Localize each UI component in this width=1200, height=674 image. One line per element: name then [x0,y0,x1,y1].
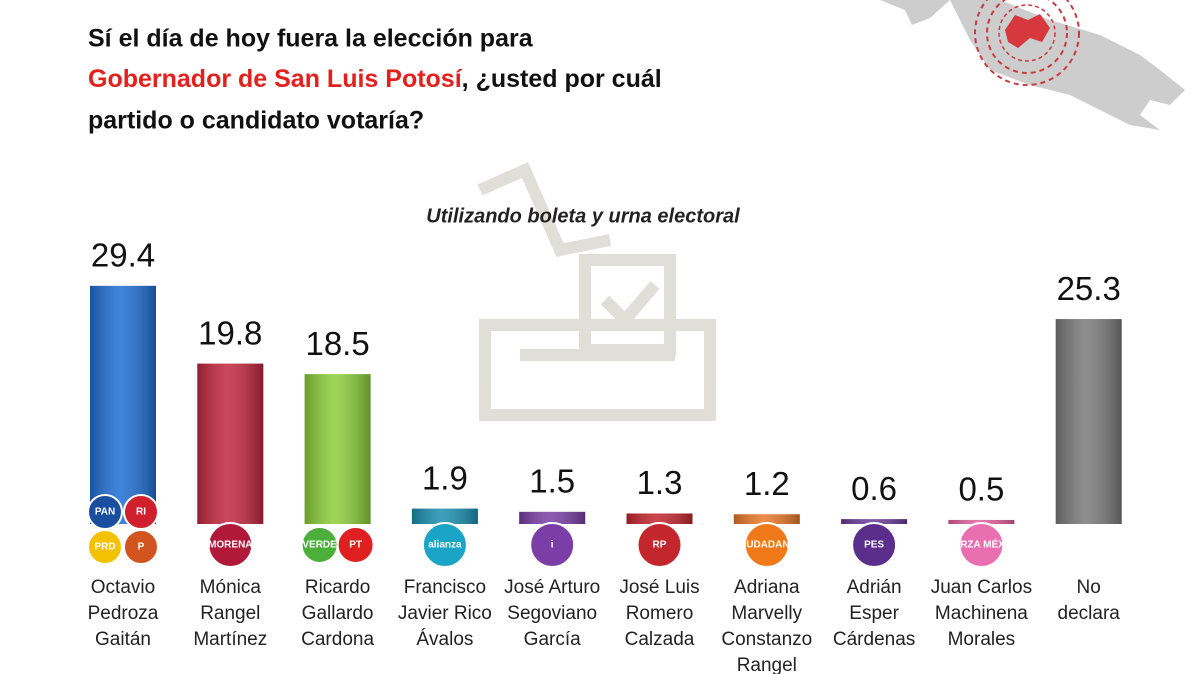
category-label: José Arturo [504,577,600,598]
category-label: Juan Carlos [931,577,1032,598]
category-label: Ricardo [305,577,370,598]
category-label: Rangel [737,655,797,674]
party-logo [529,522,576,568]
category-label: Javier Rico [398,603,492,624]
party-logo-text: FUERZA MÉXICO [940,538,1023,551]
party-logo [851,522,898,568]
category-label: Rangel [200,603,260,624]
category-label: Marvelly [731,603,802,624]
bar-shine [519,511,586,524]
category-label: declara [1058,603,1121,624]
party-logo [207,522,254,568]
value-label: 1.5 [529,463,575,500]
category-label: Adrián [847,577,902,598]
party-logo-text: RP [653,540,667,551]
party-logo [336,526,375,564]
category-label: Constanzo [721,629,812,650]
category-label: Pedroza [88,603,159,624]
party-logo-text: PT [349,540,362,551]
value-label: 1.9 [422,459,468,496]
title-highlight: Gobernador de San Luis Potosí [88,65,463,93]
category-label: Calzada [625,629,695,650]
party-logo [958,522,1005,568]
category-label: Martínez [193,629,267,650]
party-logo-text: CIUDADANO [736,540,797,551]
bar-shine [304,374,371,524]
bar-shine [733,514,800,524]
party-logo [636,522,683,568]
title-line: partido o candidato votaría? [88,107,424,135]
value-label: 18.5 [305,325,369,362]
party-logo [87,529,123,565]
title-line: Gobernador de San Luis Potosí, ¿usted po… [88,65,662,93]
value-label: 29.4 [91,237,155,274]
category-label: Cardona [301,629,374,650]
bar-shine [948,519,1015,524]
value-label: 0.5 [958,471,1004,508]
party-logo-text: RI [136,507,146,518]
category-label: Romero [626,603,694,624]
party-logo-text: PRD [94,542,115,553]
party-logo-text: alianza [428,540,462,551]
party-logo [743,522,790,568]
bar-shine [197,363,264,524]
category-label: Mónica [200,577,262,598]
party-logo [123,529,159,565]
ballot-icon [477,162,716,421]
category-label: Octavio [91,577,155,598]
title-line: Sí el día de hoy fuera la elección para [88,25,534,53]
party-logo [421,522,468,568]
category-label: Machinena [935,603,1028,624]
title-line: , ¿usted por cuál [462,65,662,93]
category-label: Segoviano [507,603,597,624]
category-label: Adriana [734,577,800,598]
category-label: Morales [948,629,1016,650]
party-logo-text: P [138,542,145,553]
category-label: José Luis [619,577,699,598]
subtitle: Utilizando boleta y urna electoral [426,205,740,227]
party-logo-text: VERDE [302,540,337,551]
category-label: Cárdenas [833,629,915,650]
party-logo-text: PES [864,540,884,551]
party-logo-text: i [551,540,554,551]
category-label: Gaitán [95,629,151,650]
value-label: 1.3 [637,464,683,501]
value-label: 19.8 [198,314,262,351]
category-label: Francisco [404,577,486,598]
value-label: 0.6 [851,470,897,507]
party-logo-text: PAN [95,507,115,518]
party-logo-text: MORENA [208,540,252,551]
category-label: Ávalos [416,629,473,650]
category-label: Gallardo [302,603,374,624]
map-decoration [880,0,1185,130]
bar-shine [626,513,693,524]
bar-shine [1055,319,1122,524]
bar-shine [411,508,478,524]
bar-shine [841,519,908,524]
category-label: Esper [849,603,899,624]
category-label: García [524,629,581,650]
bar-shine [90,285,156,524]
category-label: No [1077,577,1101,598]
value-label: 25.3 [1057,270,1121,307]
value-label: 1.2 [744,465,790,502]
